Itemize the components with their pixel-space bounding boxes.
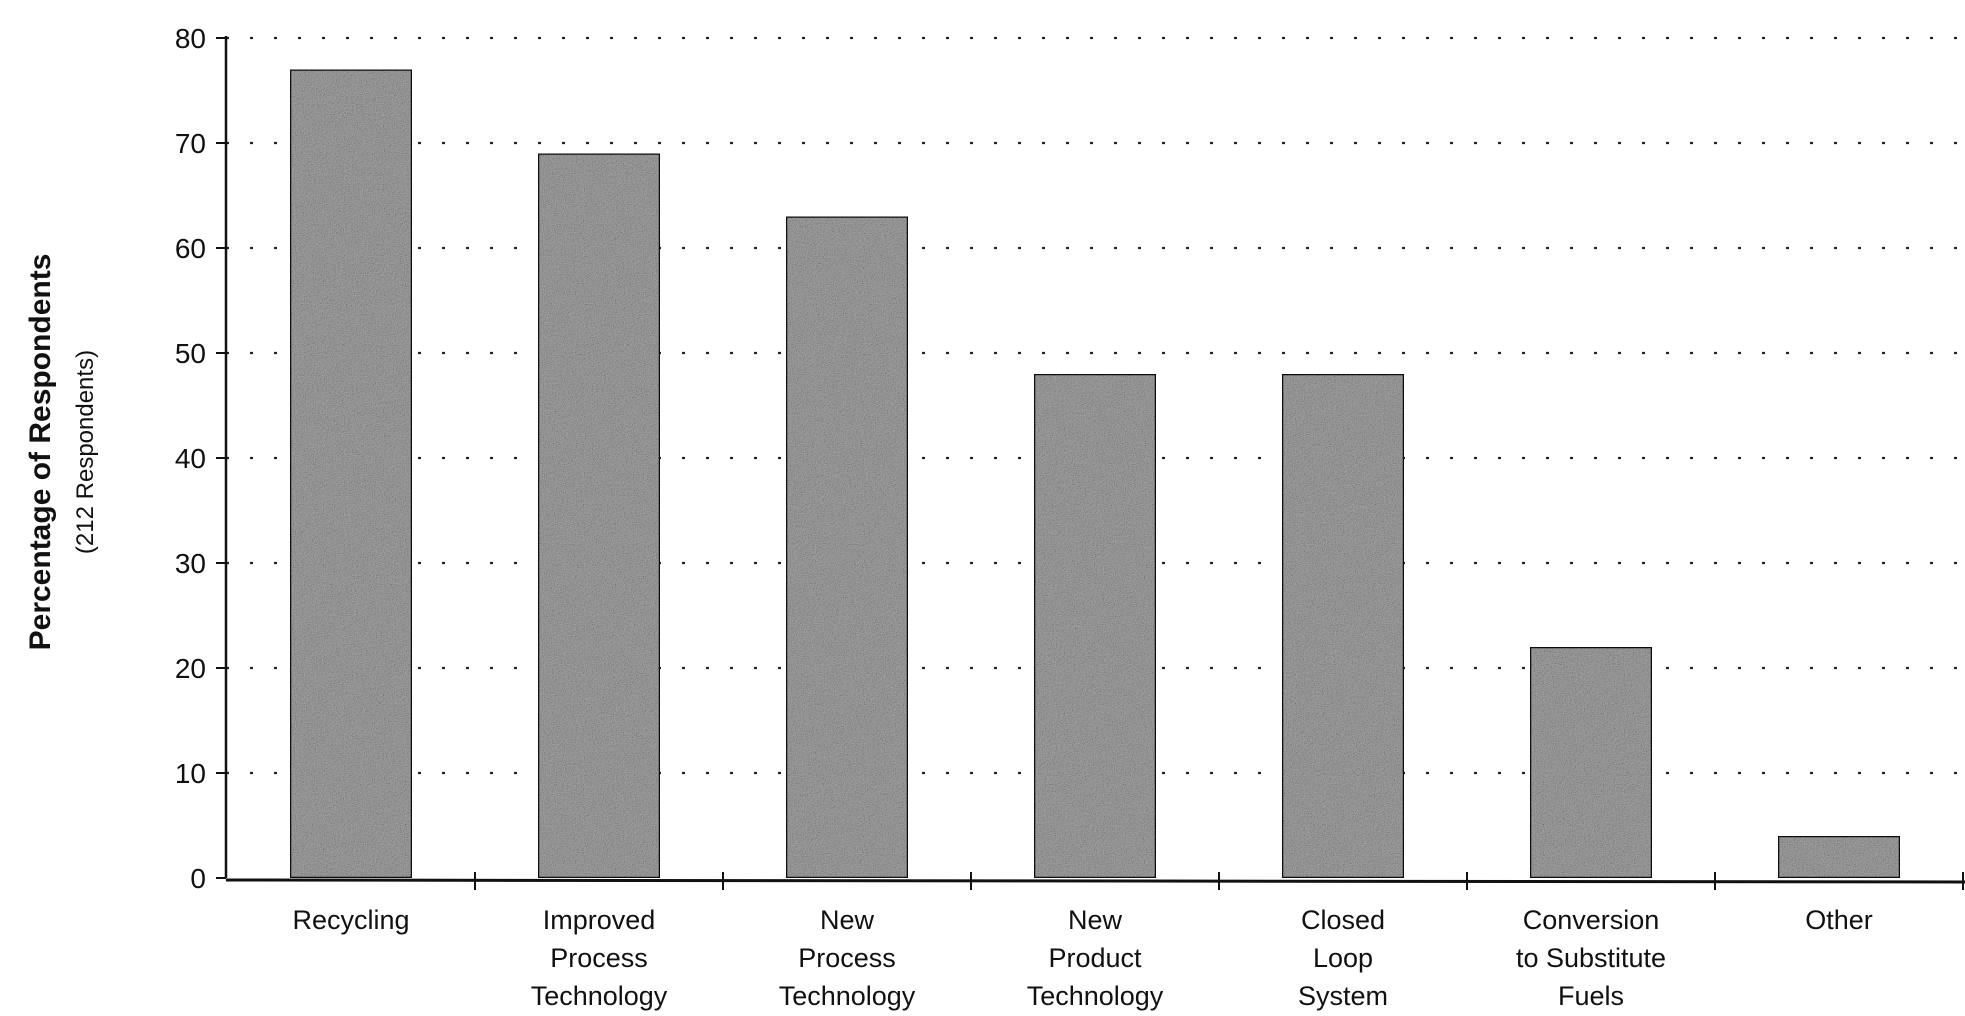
y-axis-subtitle: (212 Respondents)	[72, 350, 99, 554]
y-tick-label: 70	[175, 128, 206, 159]
bar-other	[1776, 834, 1902, 880]
axes	[216, 36, 1965, 890]
y-tick-label: 20	[175, 653, 206, 684]
bar-new-product-technology	[1032, 372, 1158, 880]
y-tick-label: 10	[175, 758, 206, 789]
x-category-labels: Recycling Improved Process Technology New Pro…	[292, 905, 1872, 1011]
x-tick-label: Closed Loop System	[1298, 905, 1388, 1011]
x-tick-label: New Product Technology	[1027, 905, 1164, 1011]
x-axis-line	[225, 878, 1965, 884]
bar-conversion-to-substitute-fuels	[1528, 645, 1654, 880]
x-tick-label: Improved Process Technology	[531, 905, 668, 1011]
y-tick-label: 50	[175, 338, 206, 369]
x-tick-label: Other	[1805, 905, 1873, 935]
y-tick-labels: 0 10 20 30 40 50 60 70 80	[175, 23, 206, 894]
bar-recycling	[288, 68, 414, 880]
y-tick-label: 0	[190, 863, 206, 894]
y-tick-label: 60	[175, 233, 206, 264]
y-tick-label: 30	[175, 548, 206, 579]
bar-closed-loop-system	[1280, 372, 1406, 880]
y-tick-label: 80	[175, 23, 206, 54]
y-tick-label: 40	[175, 443, 206, 474]
x-tick-label: New Process Technology	[779, 905, 916, 1011]
bar-new-process-technology	[784, 215, 910, 880]
bars	[288, 68, 1902, 880]
bar-improved-process-technology	[536, 152, 662, 880]
x-tick-label: Conversion to Substitute Fuels	[1516, 905, 1666, 1011]
gridlines	[226, 36, 1965, 775]
x-tick-label: Recycling	[292, 905, 409, 935]
y-axis-title: Percentage of Respondents	[24, 254, 57, 651]
